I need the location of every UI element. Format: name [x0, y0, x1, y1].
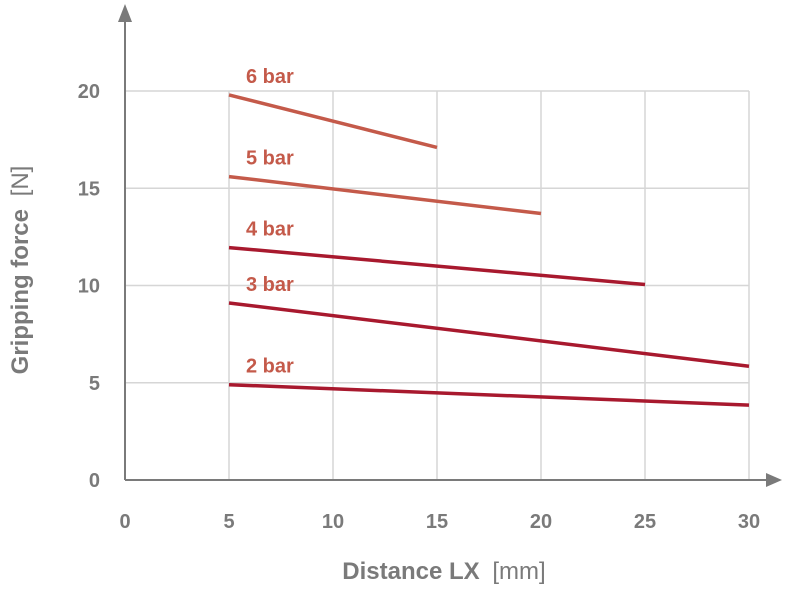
y-axis-title-main: Gripping force	[7, 209, 34, 374]
y-axis-title-unit: [N]	[7, 166, 34, 197]
series-line-4-bar	[228, 245, 646, 287]
x-axis-title-main: Distance LX	[342, 558, 479, 585]
x-tick-label: 20	[530, 511, 552, 533]
y-tick-label: 0	[89, 470, 100, 492]
x-axis-title-unit: [mm]	[492, 558, 545, 585]
series-label-6-bar: 6 bar	[246, 66, 294, 88]
y-tick-label: 10	[78, 276, 100, 298]
x-axis-arrow	[766, 473, 782, 487]
series-label-4-bar: 4 bar	[246, 219, 294, 241]
grid-lines	[125, 90, 750, 480]
y-tick-label: 5	[89, 373, 100, 395]
x-tick-label: 5	[223, 511, 234, 533]
series-label-2-bar: 2 bar	[246, 356, 294, 378]
series-label-3-bar: 3 bar	[246, 274, 294, 296]
y-axis-arrow	[118, 4, 132, 22]
series-label-5-bar: 5 bar	[246, 148, 294, 170]
y-tick-labels: 0 5 10 15 20	[78, 81, 100, 492]
series-labels: 6 bar 5 bar 4 bar 3 bar 2 bar	[246, 66, 294, 378]
y-tick-label: 15	[78, 178, 100, 200]
x-tick-label: 25	[634, 511, 656, 533]
series-line-5-bar	[228, 174, 542, 216]
x-tick-label: 15	[426, 511, 448, 533]
x-tick-label: 30	[738, 511, 760, 533]
series-line-6-bar	[228, 93, 438, 150]
series-line-3-bar	[228, 301, 750, 368]
x-tick-label: 10	[322, 511, 344, 533]
series-lines	[228, 93, 750, 407]
x-axis-title: Distance LX [mm]	[342, 558, 545, 585]
axes	[118, 4, 782, 487]
y-axis-title: Gripping force [N]	[7, 166, 34, 375]
series-line-2-bar	[228, 382, 750, 407]
x-tick-labels: 0 5 10 15 20 25 30	[119, 511, 760, 533]
y-tick-label: 20	[78, 81, 100, 103]
x-tick-label: 0	[119, 511, 130, 533]
